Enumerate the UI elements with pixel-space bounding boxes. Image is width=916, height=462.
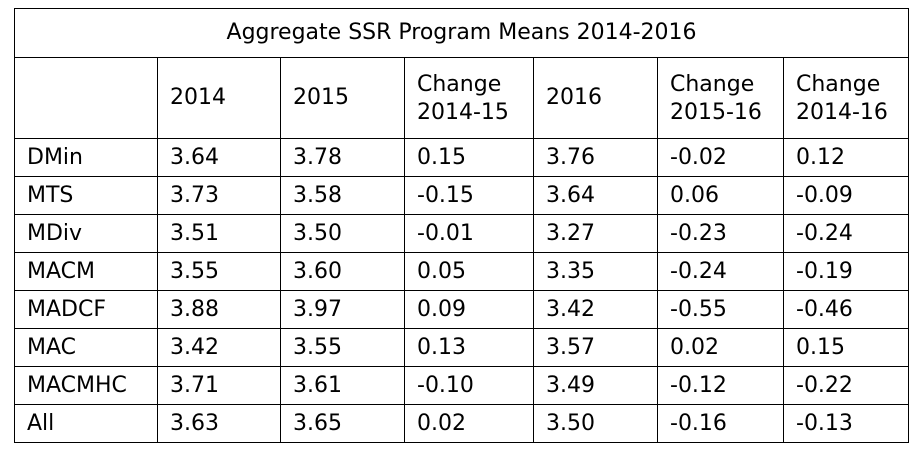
table-cell: -0.10 xyxy=(404,366,534,405)
table-cell: -0.24 xyxy=(782,214,910,253)
table-cell: 3.73 xyxy=(157,176,281,215)
table-title-row: Aggregate SSR Program Means 2014-2016 xyxy=(13,8,910,58)
table-cell: 0.06 xyxy=(657,176,784,215)
table-cell: 3.76 xyxy=(533,138,658,177)
table-cell: -0.12 xyxy=(657,366,784,405)
header-line-1: Change xyxy=(417,72,502,97)
table-row: All 3.63 3.65 0.02 3.50 -0.16 -0.13 xyxy=(14,404,910,443)
header-cell-2016: 2016 xyxy=(533,57,658,139)
table-cell: 3.51 xyxy=(157,214,281,253)
table-cell: -0.15 xyxy=(404,176,534,215)
table-cell: -0.16 xyxy=(657,404,784,443)
row-label-cell: All xyxy=(14,404,158,443)
table-title: Aggregate SSR Program Means 2014-2016 xyxy=(13,8,910,58)
table-cell: 0.02 xyxy=(404,404,534,443)
table-row: MAC 3.42 3.55 0.13 3.57 0.02 0.15 xyxy=(14,328,910,367)
row-label-cell: DMin xyxy=(14,138,158,177)
header-line-1: 2016 xyxy=(546,85,602,110)
table-cell: 3.42 xyxy=(157,328,281,367)
table-cell: 3.71 xyxy=(157,366,281,405)
table-cell: -0.19 xyxy=(782,252,910,291)
table-cell: 3.55 xyxy=(280,328,405,367)
header-cell-change-2014-15: Change 2014-15 xyxy=(404,57,534,139)
header-line-1: 2014 xyxy=(170,85,226,110)
table-cell: 3.35 xyxy=(533,252,658,291)
row-label-cell: MDiv xyxy=(14,214,158,253)
table-cell: -0.55 xyxy=(657,290,784,329)
row-label-cell: MACM xyxy=(14,252,158,291)
header-cell-change-2015-16: Change 2015-16 xyxy=(657,57,784,139)
row-label-cell: MACMHC xyxy=(14,366,158,405)
table-cell: 0.15 xyxy=(782,328,910,367)
header-line-2: 2015-16 xyxy=(670,100,762,125)
table-cell: 3.64 xyxy=(157,138,281,177)
table-cell: 0.13 xyxy=(404,328,534,367)
table-cell: 3.50 xyxy=(280,214,405,253)
ssr-means-table: Aggregate SSR Program Means 2014-2016 20… xyxy=(13,8,910,443)
header-line-1: Change xyxy=(670,72,755,97)
table-cell: 3.78 xyxy=(280,138,405,177)
table-row: MDiv 3.51 3.50 -0.01 3.27 -0.23 -0.24 xyxy=(14,214,910,253)
table-cell: 3.61 xyxy=(280,366,405,405)
header-line-1: Change xyxy=(796,72,881,97)
table-cell: -0.01 xyxy=(404,214,534,253)
table-cell: 3.49 xyxy=(533,366,658,405)
table-cell: 3.88 xyxy=(157,290,281,329)
table-cell: 3.63 xyxy=(157,404,281,443)
header-line-2: 2014-15 xyxy=(417,100,509,125)
table-cell: 3.57 xyxy=(533,328,658,367)
table-cell: -0.24 xyxy=(657,252,784,291)
header-cell-2015: 2015 xyxy=(280,57,405,139)
table-cell: 0.09 xyxy=(404,290,534,329)
table-cell: 3.27 xyxy=(533,214,658,253)
row-label-cell: MAC xyxy=(14,328,158,367)
row-label-cell: MADCF xyxy=(14,290,158,329)
table-row: DMin 3.64 3.78 0.15 3.76 -0.02 0.12 xyxy=(14,138,910,177)
table-row: MACM 3.55 3.60 0.05 3.35 -0.24 -0.19 xyxy=(14,252,910,291)
table-cell: 3.65 xyxy=(280,404,405,443)
table-container: Aggregate SSR Program Means 2014-2016 20… xyxy=(13,8,910,456)
table-cell: 3.50 xyxy=(533,404,658,443)
header-cell-0 xyxy=(14,57,158,139)
table-row: MTS 3.73 3.58 -0.15 3.64 0.06 -0.09 xyxy=(14,176,910,215)
table-cell: 3.60 xyxy=(280,252,405,291)
table-header-row: 2014 2015 Change 2014-15 2016 Change 201… xyxy=(14,57,910,139)
table-cell: 0.05 xyxy=(404,252,534,291)
header-cell-2014: 2014 xyxy=(157,57,281,139)
header-line-2: 2014-16 xyxy=(796,100,888,125)
table-cell: 0.15 xyxy=(404,138,534,177)
table-row: MACMHC 3.71 3.61 -0.10 3.49 -0.12 -0.22 xyxy=(14,366,910,405)
table-cell: 3.97 xyxy=(280,290,405,329)
table-cell: -0.02 xyxy=(657,138,784,177)
table-cell: -0.13 xyxy=(782,404,910,443)
table-cell: 3.58 xyxy=(280,176,405,215)
table-cell: -0.46 xyxy=(782,290,910,329)
table-cell: 0.02 xyxy=(657,328,784,367)
table-cell: 3.42 xyxy=(533,290,658,329)
table-cell: -0.09 xyxy=(782,176,910,215)
table-cell: 3.55 xyxy=(157,252,281,291)
header-line-1: 2015 xyxy=(293,85,349,110)
row-label-cell: MTS xyxy=(14,176,158,215)
header-cell-change-2014-16: Change 2014-16 xyxy=(782,57,910,139)
table-row: MADCF 3.88 3.97 0.09 3.42 -0.55 -0.46 xyxy=(14,290,910,329)
table-cell: -0.22 xyxy=(782,366,910,405)
table-cell: -0.23 xyxy=(657,214,784,253)
table-cell: 0.12 xyxy=(782,138,910,177)
table-cell: 3.64 xyxy=(533,176,658,215)
